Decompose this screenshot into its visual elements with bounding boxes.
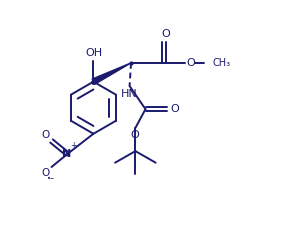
Text: O: O — [41, 168, 49, 178]
Text: O: O — [170, 104, 179, 114]
Text: O: O — [161, 29, 170, 39]
Text: N: N — [63, 149, 72, 159]
Text: CH₃: CH₃ — [212, 58, 230, 68]
Text: OH: OH — [86, 48, 102, 58]
Text: O: O — [41, 130, 49, 140]
Text: •: • — [47, 176, 51, 182]
Polygon shape — [92, 63, 131, 84]
Text: HN: HN — [121, 89, 138, 99]
Text: +: + — [71, 141, 77, 151]
Text: -: - — [49, 173, 54, 183]
Text: O: O — [130, 130, 139, 140]
Text: O: O — [187, 58, 195, 68]
